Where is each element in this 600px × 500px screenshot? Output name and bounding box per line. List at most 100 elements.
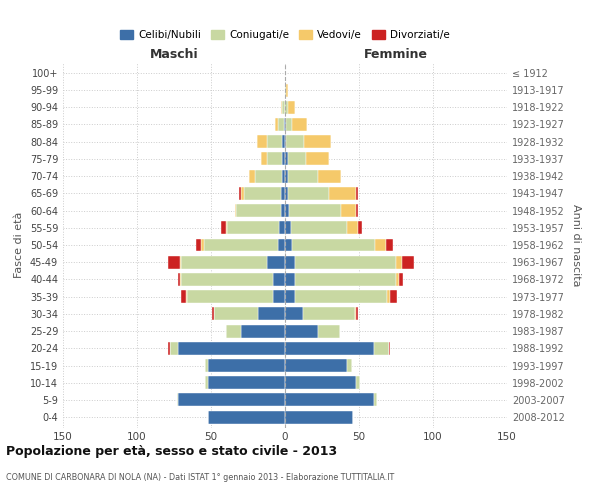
Bar — [279, 222, 285, 234]
Bar — [285, 308, 303, 320]
Bar — [267, 152, 282, 166]
Bar — [214, 308, 259, 320]
Bar — [273, 290, 285, 303]
Bar — [282, 152, 285, 166]
Bar — [178, 342, 285, 355]
Bar — [212, 308, 214, 320]
Bar — [205, 359, 208, 372]
Bar — [317, 324, 340, 338]
Bar — [205, 376, 208, 389]
Bar — [200, 238, 203, 252]
Bar — [285, 222, 291, 234]
Bar — [386, 238, 393, 252]
Bar — [347, 222, 358, 234]
Bar — [275, 118, 278, 131]
Bar — [356, 204, 358, 217]
Bar — [256, 170, 282, 182]
Bar — [250, 170, 256, 182]
Bar — [285, 84, 286, 96]
Text: Popolazione per età, sesso e stato civile - 2013: Popolazione per età, sesso e stato civil… — [6, 445, 337, 458]
Bar — [304, 135, 331, 148]
Bar — [317, 170, 341, 182]
Bar — [341, 204, 356, 217]
Bar — [285, 152, 288, 166]
Bar — [208, 410, 285, 424]
Bar — [181, 256, 267, 268]
Bar — [241, 187, 244, 200]
Bar — [285, 135, 286, 148]
Bar — [288, 170, 317, 182]
Bar — [235, 204, 236, 217]
Bar — [262, 152, 267, 166]
Bar — [282, 170, 285, 182]
Bar — [187, 290, 273, 303]
Bar — [281, 101, 282, 114]
Bar — [291, 222, 347, 234]
Bar — [374, 342, 389, 355]
Bar — [389, 342, 390, 355]
Bar — [306, 152, 329, 166]
Bar — [347, 359, 352, 372]
Bar — [178, 273, 180, 286]
Text: COMUNE DI CARBONARA DI NOLA (NA) - Dati ISTAT 1° gennaio 2013 - Elaborazione TUT: COMUNE DI CARBONARA DI NOLA (NA) - Dati … — [6, 472, 394, 482]
Bar — [295, 290, 387, 303]
Bar — [288, 101, 295, 114]
Bar — [273, 273, 285, 286]
Bar — [208, 359, 285, 372]
Bar — [177, 394, 178, 406]
Bar — [402, 256, 414, 268]
Y-axis label: Anni di nascita: Anni di nascita — [571, 204, 581, 286]
Bar — [356, 308, 358, 320]
Bar — [285, 204, 289, 217]
Bar — [226, 222, 227, 234]
Bar — [278, 118, 284, 131]
Bar — [295, 256, 396, 268]
Bar — [356, 376, 361, 389]
Bar — [226, 324, 241, 338]
Bar — [288, 187, 329, 200]
Bar — [196, 238, 200, 252]
Bar — [358, 222, 362, 234]
Bar — [285, 273, 295, 286]
Bar — [390, 290, 397, 303]
Text: Maschi: Maschi — [149, 48, 199, 61]
Bar — [282, 135, 285, 148]
Bar — [281, 204, 285, 217]
Bar — [288, 152, 306, 166]
Bar — [208, 376, 285, 389]
Bar — [181, 290, 186, 303]
Bar — [375, 238, 386, 252]
Bar — [292, 118, 307, 131]
Text: Femmine: Femmine — [364, 48, 428, 61]
Bar — [285, 256, 295, 268]
Bar — [227, 222, 279, 234]
Bar — [284, 118, 285, 131]
Bar — [285, 101, 288, 114]
Bar — [285, 187, 288, 200]
Bar — [285, 324, 317, 338]
Bar — [396, 256, 402, 268]
Bar — [285, 290, 295, 303]
Bar — [267, 135, 282, 148]
Bar — [356, 187, 358, 200]
Bar — [257, 135, 267, 148]
Bar — [180, 256, 181, 268]
Bar — [168, 342, 170, 355]
Bar — [374, 394, 377, 406]
Bar — [295, 273, 396, 286]
Bar — [241, 324, 285, 338]
Bar — [285, 394, 374, 406]
Bar — [303, 308, 355, 320]
Bar — [168, 256, 180, 268]
Bar — [399, 273, 403, 286]
Bar — [244, 187, 281, 200]
Bar — [170, 342, 178, 355]
Bar — [285, 238, 292, 252]
Bar — [329, 187, 356, 200]
Bar — [278, 238, 285, 252]
Bar — [180, 273, 181, 286]
Bar — [282, 101, 285, 114]
Bar — [286, 118, 292, 131]
Bar — [355, 308, 356, 320]
Y-axis label: Fasce di età: Fasce di età — [14, 212, 24, 278]
